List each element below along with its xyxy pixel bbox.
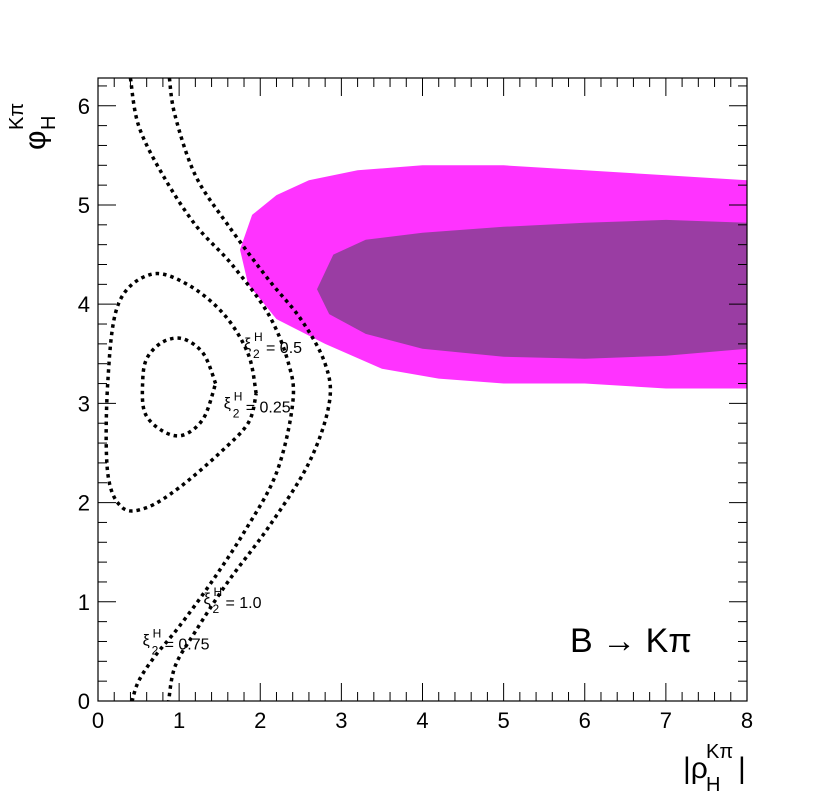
xi-symbol: ξ (143, 632, 150, 649)
svg-text:φ: φ (19, 131, 52, 150)
xi-value: = 0.25 (246, 399, 291, 416)
xi-symbol: ξ (203, 591, 210, 608)
xi-sup: H (234, 389, 243, 403)
process-label: B → Kπ (570, 622, 692, 660)
xi-symbol: ξ (244, 336, 251, 353)
contour-label: ξ H 2 = 1.0 (203, 585, 261, 616)
xi-value: = 0.75 (165, 636, 210, 653)
contour-labels: ξ H2 = 0.5ξ H2 = 0.25ξ H2 = 1.0ξ H2 = 0.75 (143, 330, 303, 658)
contour-line-2 (128, 77, 296, 702)
xi-symbol: ξ (224, 395, 231, 412)
contour-line-3 (166, 77, 333, 702)
x-tick-label: 2 (254, 708, 266, 733)
contour-label: ξ H 2 = 0.75 (143, 626, 210, 657)
xi-contours (104, 77, 333, 702)
y-tick-label: 0 (78, 689, 90, 714)
xi-sub: 2 (212, 602, 219, 616)
xi-sup: H (153, 626, 162, 640)
y-tick-label: 1 (78, 590, 90, 615)
svg-text:H: H (38, 116, 60, 130)
x-axis-title: |ρ Kπ H | (683, 741, 746, 796)
x-tick-label: 0 (92, 708, 104, 733)
allowed-regions (240, 165, 747, 389)
svg-text:Kπ: Kπ (6, 103, 28, 130)
y-tick-label: 6 (78, 94, 90, 119)
xi-sub: 2 (152, 643, 159, 657)
svg-text:|ρ: |ρ (683, 752, 708, 785)
xi-sup: H (254, 330, 263, 344)
svg-text:Kπ: Kπ (706, 741, 733, 763)
y-tick-label: 4 (78, 292, 90, 317)
y-tick-label: 3 (78, 391, 90, 416)
svg-text:H: H (706, 774, 720, 796)
y-axis-title: φ Kπ H (6, 103, 60, 150)
contour-label: ξ H 2 = 0.25 (224, 389, 291, 420)
contour-line-0 (140, 336, 218, 438)
xi-value: = 0.5 (266, 340, 302, 357)
svg-text:|: | (738, 752, 746, 785)
x-tick-label: 4 (416, 708, 428, 733)
x-tick-label: 7 (660, 708, 672, 733)
xi-value: = 1.0 (225, 595, 261, 612)
xi-sub: 2 (253, 347, 260, 361)
xi-sub: 2 (233, 406, 240, 420)
x-tick-label: 8 (741, 708, 753, 733)
x-tick-label: 3 (335, 708, 347, 733)
y-tick-label: 2 (78, 491, 90, 516)
region-inner (317, 219, 747, 359)
axis-ticks: 0 1 2 3 4 5 6 7 8 0 1 2 3 4 5 6 (78, 78, 753, 733)
x-tick-label: 6 (579, 708, 591, 733)
contour-label: ξ H 2 = 0.5 (244, 330, 302, 361)
x-tick-label: 1 (173, 708, 185, 733)
xi-sup: H (213, 585, 222, 599)
x-tick-label: 5 (498, 708, 510, 733)
y-tick-label: 5 (78, 193, 90, 218)
